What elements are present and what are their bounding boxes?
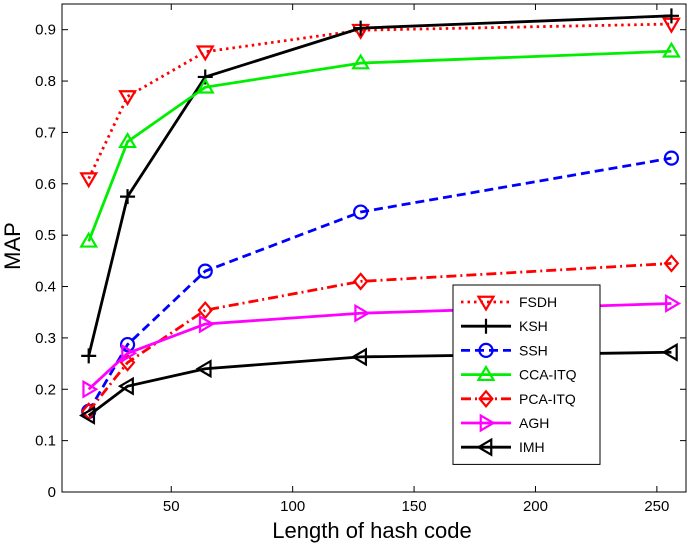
y-tick-label: 0: [48, 484, 56, 501]
series-line-ssh: [87, 156, 672, 413]
y-tick-label: 0.3: [35, 330, 56, 347]
series-ksh: [81, 8, 679, 364]
series-line-pca-itq: [87, 262, 672, 413]
x-tick-label: 100: [280, 498, 305, 515]
data-point-pca-itq: [352, 272, 369, 291]
data-point-agh: [665, 294, 682, 313]
legend-label-ssh: SSH: [519, 342, 548, 358]
data-point-ssh: [119, 336, 136, 353]
data-point-pca-itq: [197, 300, 214, 320]
data-point-cca-itq: [662, 41, 681, 58]
x-tick-label: 250: [644, 498, 669, 515]
data-point-ksh: [120, 189, 136, 205]
data-point-ssh: [197, 263, 213, 279]
data-point-fsdh: [195, 45, 215, 62]
y-tick-label: 0.6: [35, 176, 56, 193]
data-point-ksh: [353, 20, 369, 36]
series-cca-itq: [79, 41, 681, 248]
series-line-fsdh: [87, 22, 672, 180]
legend-marker-pca-itq: [478, 389, 494, 408]
plot-frame: [61, 3, 687, 493]
data-point-ksh: [663, 8, 679, 24]
legend-label-pca-itq: PCA-ITQ: [519, 391, 576, 407]
series-fsdh: [79, 17, 681, 189]
legend: FSDH KSH SSH CCA-ITQ PCA-ITQ AGH IMH: [452, 284, 601, 465]
data-point-cca-itq: [79, 231, 99, 248]
y-tick-label: 0.5: [35, 227, 56, 244]
legend-marker-cca-itq: [476, 364, 496, 381]
data-point-imh: [661, 342, 678, 362]
legend-label-cca-itq: CCA-ITQ: [519, 367, 577, 383]
data-point-imh: [350, 347, 367, 367]
data-point-cca-itq: [195, 77, 215, 94]
data-point-pca-itq: [663, 254, 680, 273]
data-point-agh: [121, 343, 138, 363]
data-point-cca-itq: [351, 53, 371, 70]
legend-marker-fsdh: [476, 295, 496, 312]
data-point-ssh: [663, 150, 680, 166]
data-point-agh: [354, 303, 371, 323]
legend-label-ksh: KSH: [519, 318, 548, 334]
legend-label-imh: IMH: [519, 439, 545, 455]
data-point-fsdh: [79, 172, 99, 189]
plot-area: 50 100 150 200 250 0 0.1 0.2 0.3 0.4 0.5 0.6 0.7 0.8 0…: [35, 3, 687, 515]
data-point-agh: [198, 314, 215, 334]
legend-marker-ssh: [478, 342, 494, 358]
data-point-ssh: [353, 204, 369, 220]
legend-marker-agh: [479, 413, 496, 433]
data-point-ksh: [197, 69, 213, 85]
data-point-fsdh: [118, 90, 137, 107]
series-line-cca-itq: [87, 49, 672, 242]
x-tick-label: 150: [402, 498, 427, 515]
y-tick-label: 0.8: [35, 73, 56, 90]
y-tick-label: 0.1: [35, 433, 56, 450]
data-point-ksh: [81, 348, 97, 364]
y-tick-label: 0.2: [35, 381, 56, 398]
legend-marker-imh: [476, 437, 493, 457]
data-point-imh: [117, 376, 134, 396]
y-tick-label: 0.4: [35, 279, 56, 296]
x-axis-label: Length of hash code: [272, 518, 471, 543]
y-axis-label: MAP: [0, 222, 25, 270]
legend-label-agh: AGH: [519, 415, 549, 431]
y-tick-label: 0.9: [35, 22, 56, 39]
legend-marker-ksh: [478, 318, 494, 334]
legend-label-fsdh: FSDH: [519, 294, 557, 310]
data-point-cca-itq: [118, 131, 137, 149]
data-point-imh: [79, 406, 96, 425]
x-tick-label: 200: [523, 498, 548, 515]
data-point-agh: [82, 379, 99, 399]
data-point-imh: [195, 359, 212, 379]
x-tick-label: 50: [163, 498, 180, 515]
y-tick-label: 0.7: [35, 124, 56, 141]
